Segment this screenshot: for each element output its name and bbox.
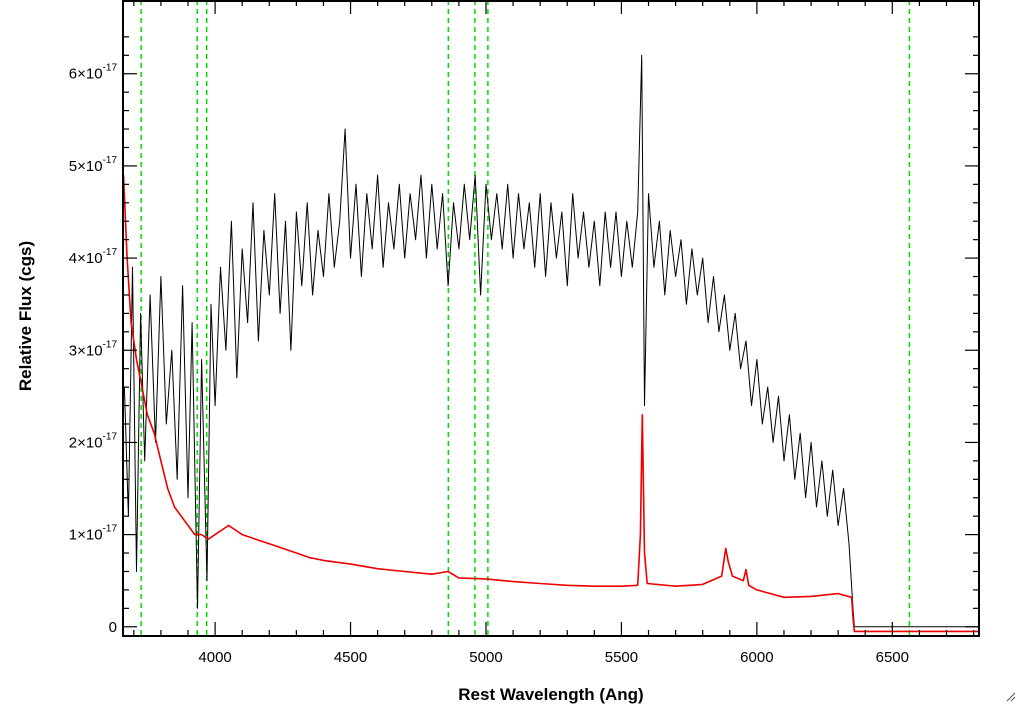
emission-line-markers xyxy=(140,0,911,636)
flux-spectrum-line xyxy=(123,54,979,628)
y-tick-exponent: -17 xyxy=(103,247,118,258)
x-tick-label: 6500 xyxy=(876,649,909,666)
x-axis-title: Rest Wavelength (Ang) xyxy=(458,685,643,704)
x-tick-label: 4000 xyxy=(198,649,231,666)
x-tick-label: 5500 xyxy=(605,649,638,666)
y-tick-label: 1×10-17 xyxy=(69,524,118,544)
y-tick-label: 5×10-17 xyxy=(69,155,118,175)
error-spectrum-line xyxy=(122,175,979,633)
y-tick-label: 6×10-17 xyxy=(69,63,118,83)
y-tick-label: 4×10-17 xyxy=(69,247,118,267)
y-tick-mantissa: 3×10 xyxy=(69,342,103,359)
x-tick-labels: 4000 4500 5000 5500 6000 6500 xyxy=(198,649,909,666)
y-tick-mantissa: 2×10 xyxy=(69,434,103,451)
y-tick-mantissa: 5×10 xyxy=(69,158,103,175)
y-tick-exponent: -17 xyxy=(103,431,118,442)
plot-frame xyxy=(122,0,980,637)
series-layer xyxy=(122,54,979,633)
y-axis-title: Relative Flux (cgs) xyxy=(16,241,35,391)
x-tick-label: 4500 xyxy=(334,649,367,666)
y-tick-exponent: -17 xyxy=(103,524,118,535)
y-tick-exponent: -17 xyxy=(103,63,118,74)
y-tick-label: 2×10-17 xyxy=(69,431,118,451)
y-tick-mantissa: 1×10 xyxy=(69,527,103,544)
y-tick-mantissa: 0 xyxy=(109,619,117,636)
x-tick-label: 6000 xyxy=(740,649,773,666)
y-tick-mantissa: 4×10 xyxy=(69,250,103,267)
y-tick-label: 3×10-17 xyxy=(69,339,118,359)
y-tick-label: 0 xyxy=(109,619,117,636)
axis-ticks xyxy=(123,0,979,636)
y-tick-mantissa: 6×10 xyxy=(69,66,103,83)
y-tick-exponent: -17 xyxy=(103,339,118,350)
y-tick-labels: 01×10-172×10-173×10-174×10-175×10-176×10… xyxy=(69,63,118,636)
resize-grip-icon[interactable] xyxy=(1006,692,1016,702)
x-tick-label: 5000 xyxy=(469,649,502,666)
y-tick-exponent: -17 xyxy=(103,155,118,166)
